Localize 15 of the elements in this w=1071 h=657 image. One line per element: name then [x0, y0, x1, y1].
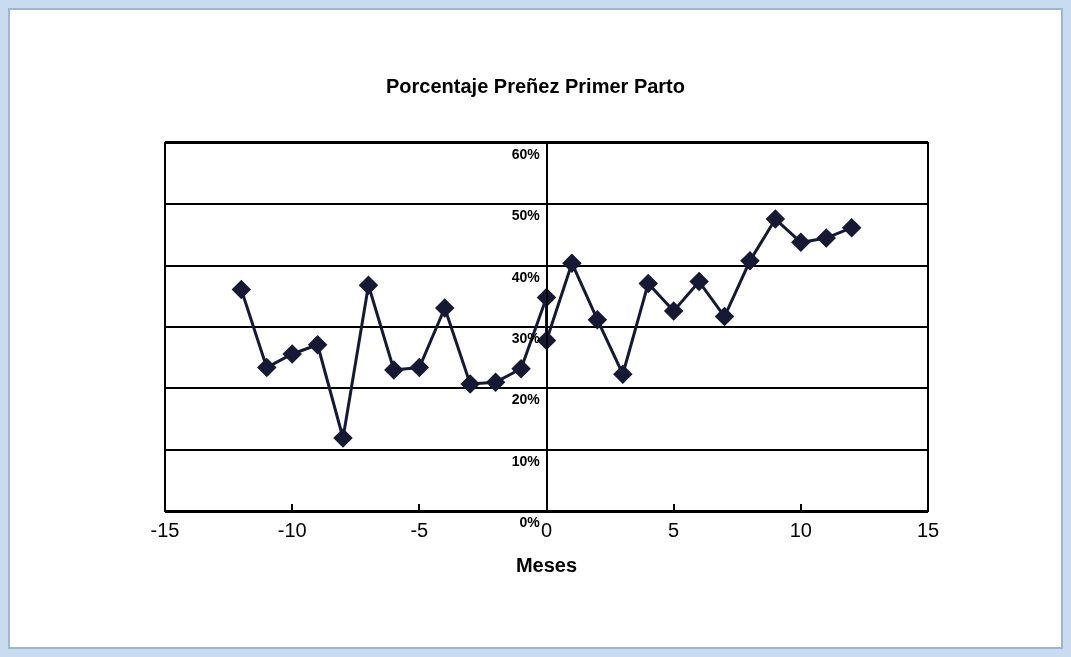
x-tick-label: 5 — [668, 519, 680, 541]
x-tick-label: 10 — [789, 519, 812, 541]
y-tick-label: 50% — [511, 207, 541, 224]
x-tick-label: 0 — [540, 519, 553, 541]
y-tick-label: 20% — [511, 391, 541, 408]
x-tick-label: -15 — [150, 519, 180, 541]
y-tick-label: 0% — [519, 513, 541, 530]
y-tick-label: 60% — [511, 145, 541, 162]
y-tick-label: 10% — [511, 452, 541, 469]
x-tick-label: -10 — [277, 519, 307, 541]
y-tick-label: 40% — [511, 268, 541, 285]
x-axis-title: Meses — [515, 554, 578, 576]
chart-title: Porcentaje Preñez Primer Parto — [385, 75, 686, 98]
x-tick-label: -5 — [410, 519, 429, 541]
x-tick-label: 15 — [916, 519, 940, 541]
